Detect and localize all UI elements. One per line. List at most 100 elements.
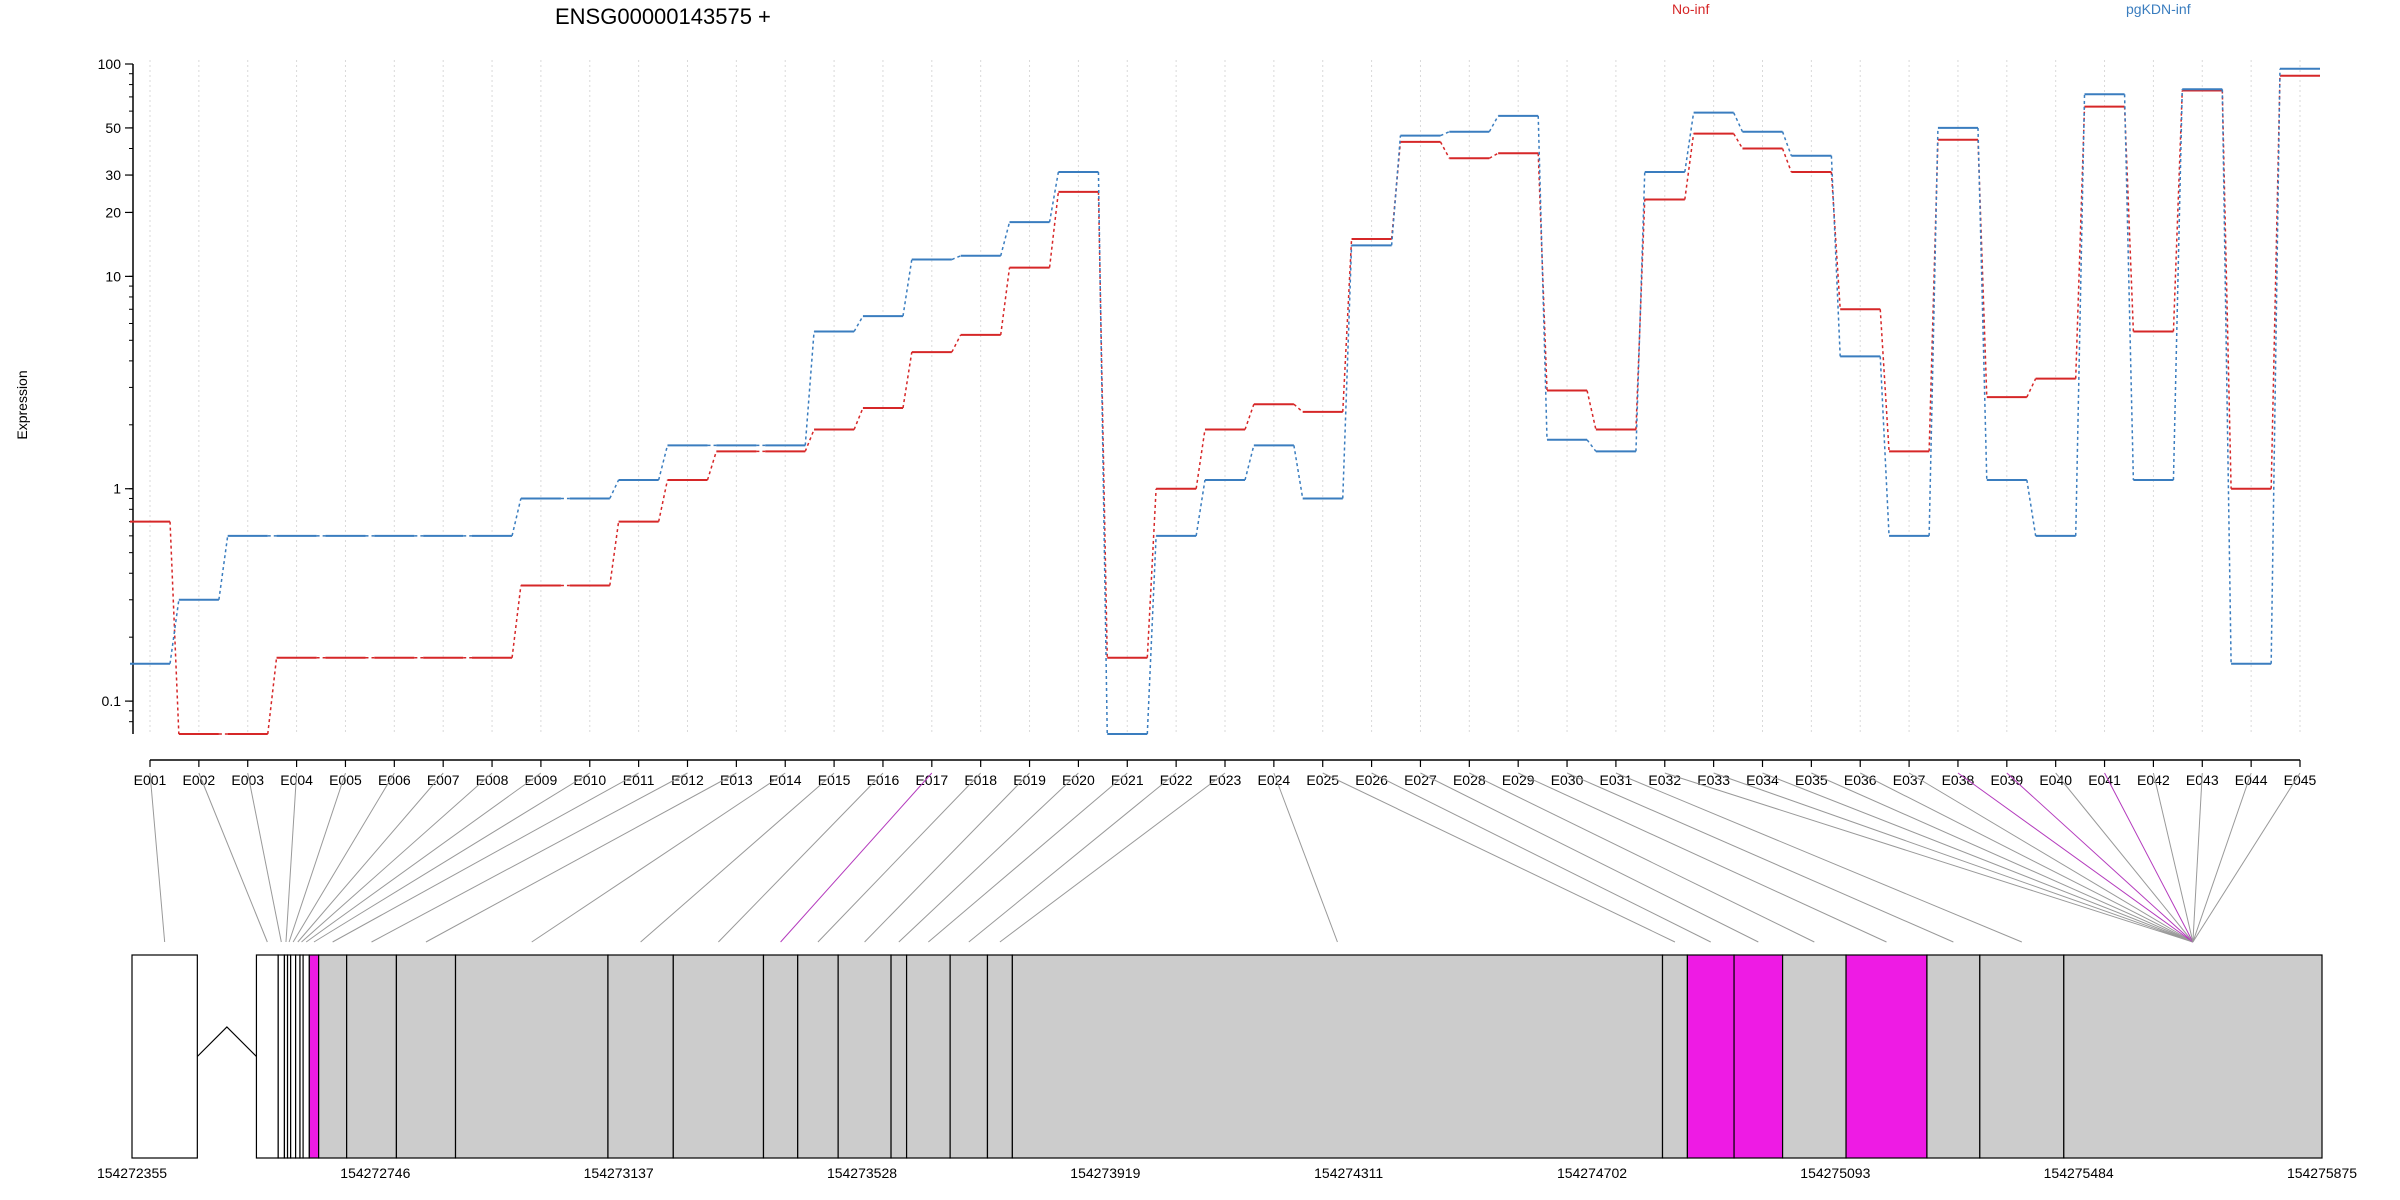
exon-box [454,954,609,1159]
y-tick-label: 10 [105,268,121,284]
series-connector [511,585,522,658]
series-connector [267,657,278,735]
y-tick-label: 1 [113,481,121,497]
x-tick-label: E020 [1062,772,1095,788]
exon-box [2063,954,2323,1159]
intron-line [196,1026,257,1057]
x-axis: E001 E002 E003 E004 E005 E006 E007 E008 E009 E010… [134,759,2317,788]
y-axis: 0.1 1 10 20 30 50 100 [98,56,134,734]
exon-box [607,954,674,1159]
series-connector [2172,89,2183,480]
series-connector [609,521,620,586]
exon-connector [2192,772,2203,943]
coordinate-label: 154273919 [1070,1165,1140,1181]
series-lines [130,67,2320,735]
exon-connector [1762,772,2194,943]
x-tick-label: E006 [378,772,411,788]
series-connector [1146,488,1157,658]
exon-connector [1371,772,1711,943]
series-connector [902,351,913,409]
series-connector [2074,94,2086,536]
series-connector [657,479,669,522]
exon-box [1845,954,1928,1159]
x-tick-label: E031 [1600,772,1633,788]
exon-connector [292,772,395,943]
x-tick-label: E005 [329,772,362,788]
exon-connector [297,772,444,943]
exon-connector [1420,772,1759,943]
x-tick-label: E002 [183,772,216,788]
y-tick-label: 20 [105,204,121,220]
exon-box [131,954,198,1159]
exon-connector [999,772,1226,943]
series-connector [1488,152,1499,159]
series-connector [1830,155,1841,357]
x-tick-label: E019 [1013,772,1046,788]
coordinate-label: 154273137 [584,1165,654,1181]
series-connector [657,445,669,481]
exon-connector [531,772,786,943]
series-connector [511,498,522,537]
x-tick-label: E011 [623,772,655,788]
gene-model [131,954,2323,1159]
x-tick-label: E034 [1746,772,1779,788]
genomic-coordinates: 154272355 154272746 154273137 154273528 1542… [97,1165,2357,1181]
x-tick-label: E044 [2235,772,2268,788]
coordinate-label: 154275093 [1800,1165,1870,1181]
x-tick-label: E015 [818,772,851,788]
exon-connector [1273,772,1338,943]
x-tick-label: E029 [1502,772,1535,788]
exon-connector [332,772,639,943]
series-connector [1048,171,1060,223]
exon-box [302,954,310,1159]
series-connector [1879,309,1890,452]
exon-box [290,954,297,1159]
series-connector [804,331,815,446]
series-connector [1586,439,1597,452]
x-tick-label: E012 [671,772,704,788]
exon-box [762,954,799,1159]
series-connector [902,259,913,317]
exon-box [1733,954,1784,1159]
series-connector [1928,127,1939,536]
exon-box [395,954,457,1159]
exon-connector [898,772,1079,943]
series-connector [1293,403,1304,413]
x-tick-label: E024 [1258,772,1291,788]
exon-connector [149,772,166,943]
exon-connector [288,772,346,943]
exon-connector [2006,772,2194,943]
series-connector [2270,68,2281,664]
series-connector [2026,378,2037,398]
series-connector [2221,89,2232,664]
series-connector [1440,131,1450,137]
exon-connector [1517,772,1887,943]
series-connector [1244,445,1255,481]
x-tick-label: E033 [1697,772,1730,788]
series-connector [2123,94,2135,480]
legend-pgkdn-inf: pgKDN-inf [2126,1,2191,17]
x-tick-label: E016 [867,772,900,788]
exon-connector [313,772,591,943]
exon-connector [371,772,688,943]
x-tick-label: E010 [573,772,606,788]
exon-box [797,954,839,1159]
series-connector [2172,90,2183,332]
x-tick-label: E039 [1990,772,2023,788]
exon-connector [1957,772,2194,943]
x-tick-label: E042 [2137,772,2170,788]
exon-connector [2152,772,2194,943]
x-tick-label: E038 [1942,772,1975,788]
series-connector [1684,133,1695,200]
x-tick-label: E004 [280,772,313,788]
coordinate-label: 154272355 [97,1165,167,1181]
coordinate-label: 154274311 [1314,1165,1383,1181]
x-tick-label: E003 [231,772,264,788]
exon-connector [1811,772,2194,943]
exon-connector [718,772,884,943]
y-tick-label: 50 [105,120,121,136]
series-connector [1537,115,1548,440]
coordinate-label: 154274702 [1557,1165,1627,1181]
exon-connector [2192,772,2301,943]
series-connector [1244,403,1255,430]
